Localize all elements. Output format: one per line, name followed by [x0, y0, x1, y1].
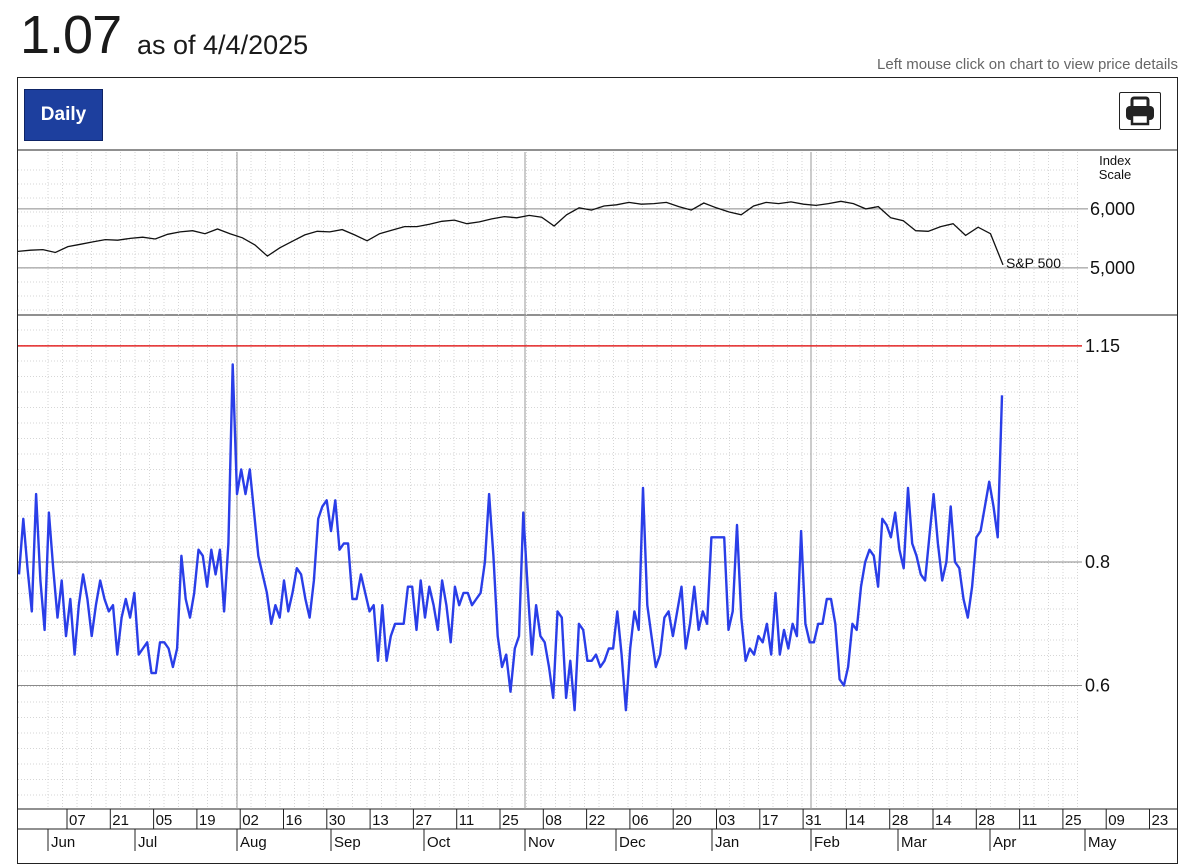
as-of-date: as of 4/4/2025: [137, 30, 309, 60]
x-day-label: 17: [762, 812, 779, 829]
index-tick-label: 5,000: [1090, 258, 1135, 278]
x-day-label: 16: [286, 812, 303, 829]
x-month-label: Mar: [901, 834, 927, 851]
indicator-tick-label: 1.15: [1085, 336, 1120, 356]
x-day-label: 14: [935, 812, 952, 829]
x-day-label: 25: [502, 812, 519, 829]
x-month-label: Sep: [334, 834, 361, 851]
x-month-label: Dec: [619, 834, 646, 851]
printer-icon: [1126, 96, 1154, 126]
x-month-label: Jun: [51, 834, 75, 851]
x-month-label: May: [1088, 834, 1117, 851]
chart-frame: [17, 77, 1178, 864]
print-button[interactable]: [1119, 92, 1161, 130]
x-month-label: Oct: [427, 834, 451, 851]
x-day-label: 07: [69, 812, 86, 829]
x-day-label: 28: [978, 812, 995, 829]
x-day-label: 23: [1152, 812, 1169, 829]
x-day-label: 06: [632, 812, 649, 829]
index-scale-title: Scale: [1099, 167, 1132, 182]
sp500-annotation: S&P 500: [1006, 255, 1061, 271]
x-day-label: 27: [415, 812, 432, 829]
chart-hint-text: Left mouse click on chart to view price …: [877, 56, 1178, 73]
grid-lines: [18, 152, 1080, 809]
indicator-tick-label: 0.8: [1085, 552, 1110, 572]
x-day-label: 13: [372, 812, 389, 829]
index-scale-title: Index: [1099, 153, 1131, 168]
indicator-tick-label: 0.6: [1085, 676, 1110, 696]
x-day-label: 02: [242, 812, 259, 829]
x-month-label: Jan: [715, 834, 739, 851]
x-day-label: 20: [675, 812, 692, 829]
x-day-label: 22: [589, 812, 606, 829]
x-day-label: 21: [112, 812, 129, 829]
x-day-label: 08: [545, 812, 562, 829]
x-month-label: Feb: [814, 834, 840, 851]
x-day-label: 05: [156, 812, 173, 829]
x-day-label: 14: [848, 812, 865, 829]
x-month-label: Apr: [993, 834, 1016, 851]
current-value: 1.07: [20, 5, 122, 65]
x-day-label: 28: [892, 812, 909, 829]
x-day-label: 30: [329, 812, 346, 829]
x-month-label: Aug: [240, 834, 267, 851]
x-month-label: Nov: [528, 834, 555, 851]
x-day-label: 25: [1065, 812, 1082, 829]
x-month-label: Jul: [138, 834, 157, 851]
x-day-label: 11: [459, 812, 475, 829]
x-day-label: 11: [1022, 812, 1038, 829]
index-tick-label: 6,000: [1090, 199, 1135, 219]
x-day-label: 09: [1108, 812, 1125, 829]
indicator-line: [17, 363, 1004, 712]
x-day-label: 31: [805, 812, 822, 829]
daily-period-button[interactable]: Daily: [24, 89, 103, 141]
x-day-label: 03: [719, 812, 736, 829]
x-day-label: 19: [199, 812, 216, 829]
sp500-line: [17, 200, 1004, 266]
